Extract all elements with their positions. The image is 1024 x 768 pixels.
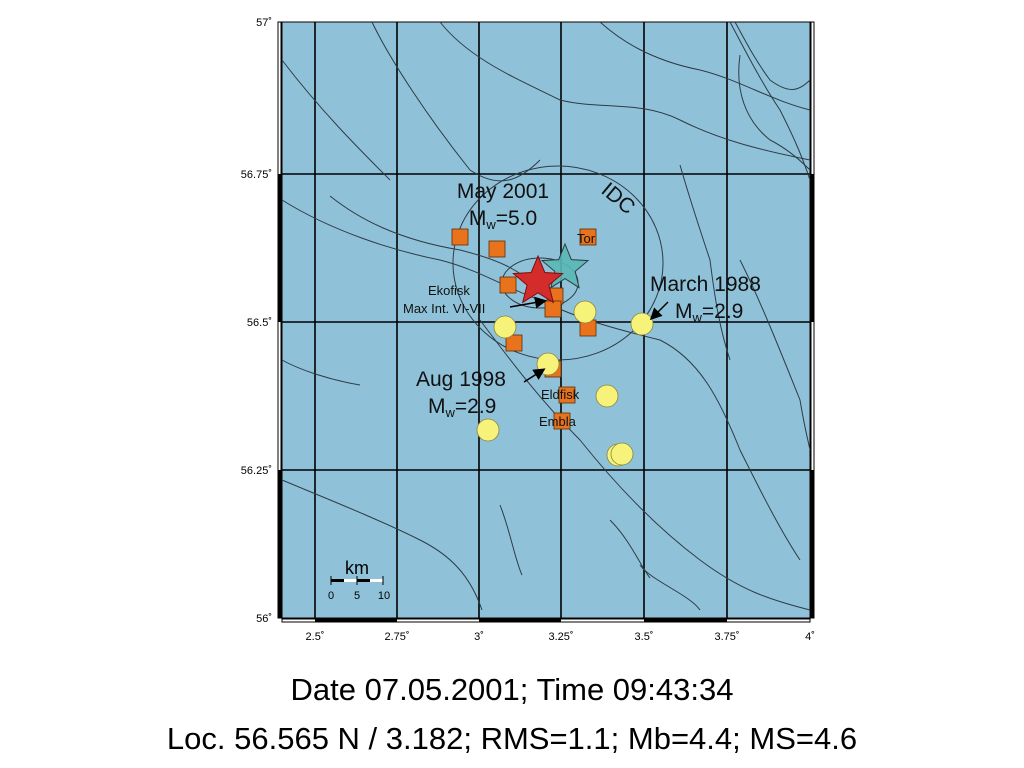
fault-line — [281, 59, 391, 181]
earthquake-marker — [595, 384, 619, 408]
fault-line — [679, 164, 731, 361]
fault-line — [609, 519, 651, 579]
main-epicenter-star — [512, 254, 564, 304]
sea-area — [282, 22, 810, 618]
aug-1998-magnitude: Mw=2.9 — [428, 395, 496, 420]
latitude-axis: 57˚ 56.75˚ 56.5˚ 56.25˚ 56˚ — [241, 17, 272, 625]
platform-marker — [488, 240, 506, 258]
fault-lines — [281, 21, 811, 611]
map-frame — [277, 21, 815, 623]
march-1988-arrow — [649, 301, 669, 321]
aug-1998-label: Aug 1998 — [416, 368, 506, 391]
seismic-map: May 2001 Mw=5.0 IDC Tor Ekofisk Max Int.… — [241, 17, 815, 643]
fault-line — [281, 479, 483, 611]
earthquake-marker — [476, 418, 500, 442]
lon-tick-label: 3.75˚ — [714, 631, 739, 643]
may-2001-magnitude: Mw=5.0 — [469, 207, 537, 232]
max-intensity-label: Max Int. VI-VII — [403, 301, 485, 316]
earthquake-marker — [630, 312, 654, 336]
tor-label: Tor — [577, 231, 596, 246]
scale-tick-0: 0 — [328, 590, 334, 602]
platform-marker — [451, 228, 469, 246]
lon-tick-label: 2.75˚ — [384, 631, 409, 643]
earthquake-marker — [610, 442, 634, 466]
fault-line — [281, 359, 361, 386]
march-1988-magnitude: Mw=2.9 — [675, 300, 743, 325]
lat-tick-label: 57˚ — [256, 17, 272, 29]
platform-marker — [558, 386, 576, 404]
aug-1998-arrow — [523, 368, 546, 383]
lat-tick-label: 56˚ — [256, 613, 272, 625]
caption-location: Loc. 56.565 N / 3.182; RMS=1.1; Mb=4.4; … — [166, 721, 858, 756]
lon-tick-label: 3˚ — [474, 631, 484, 643]
caption-date-time: Date 07.05.2001; Time 09:43:34 — [290, 672, 734, 707]
fault-line — [734, 21, 811, 90]
may-2001-label: May 2001 — [457, 180, 549, 203]
lat-tick-label: 56.25˚ — [241, 465, 272, 477]
lon-tick-label: 3.5˚ — [635, 631, 654, 643]
lat-tick-label: 56.75˚ — [241, 169, 272, 181]
scale-bar: km 0 5 10 — [328, 558, 390, 602]
eldfisk-label: Eldfisk — [541, 387, 580, 402]
grid-lines — [282, 22, 810, 618]
fault-line — [729, 21, 811, 181]
platform-marker — [553, 412, 571, 430]
fault-line — [738, 54, 811, 171]
fault-line — [499, 504, 523, 576]
lon-tick-label: 3.25˚ — [548, 631, 573, 643]
scale-tick-5: 5 — [354, 590, 360, 602]
earthquake-marker — [573, 300, 597, 324]
fault-line — [599, 21, 811, 111]
fault-line — [739, 259, 811, 451]
fault-line — [639, 564, 701, 611]
platform-marker — [505, 334, 523, 352]
fault-line — [371, 21, 541, 182]
fault-line — [439, 21, 811, 161]
lon-tick-label: 2.5˚ — [306, 631, 325, 643]
embla-label: Embla — [539, 414, 577, 429]
ekofisk-arrow — [509, 296, 547, 309]
idc-epicenter-star — [540, 242, 590, 289]
scale-unit: km — [345, 558, 369, 578]
platform-marker — [579, 228, 597, 246]
platform-marker — [499, 276, 517, 294]
earthquake-marker — [493, 315, 517, 339]
ekofisk-label: Ekofisk — [428, 283, 470, 298]
lon-tick-label: 4˚ — [805, 631, 815, 643]
longitude-axis: 2.5˚ 2.75˚ 3˚ 3.25˚ 3.5˚ 3.75˚ 4˚ — [306, 631, 815, 643]
lat-tick-label: 56.5˚ — [247, 317, 272, 329]
march-1988-label: March 1988 — [650, 273, 761, 296]
scale-tick-10: 10 — [378, 590, 390, 602]
platform-marker — [544, 300, 562, 318]
